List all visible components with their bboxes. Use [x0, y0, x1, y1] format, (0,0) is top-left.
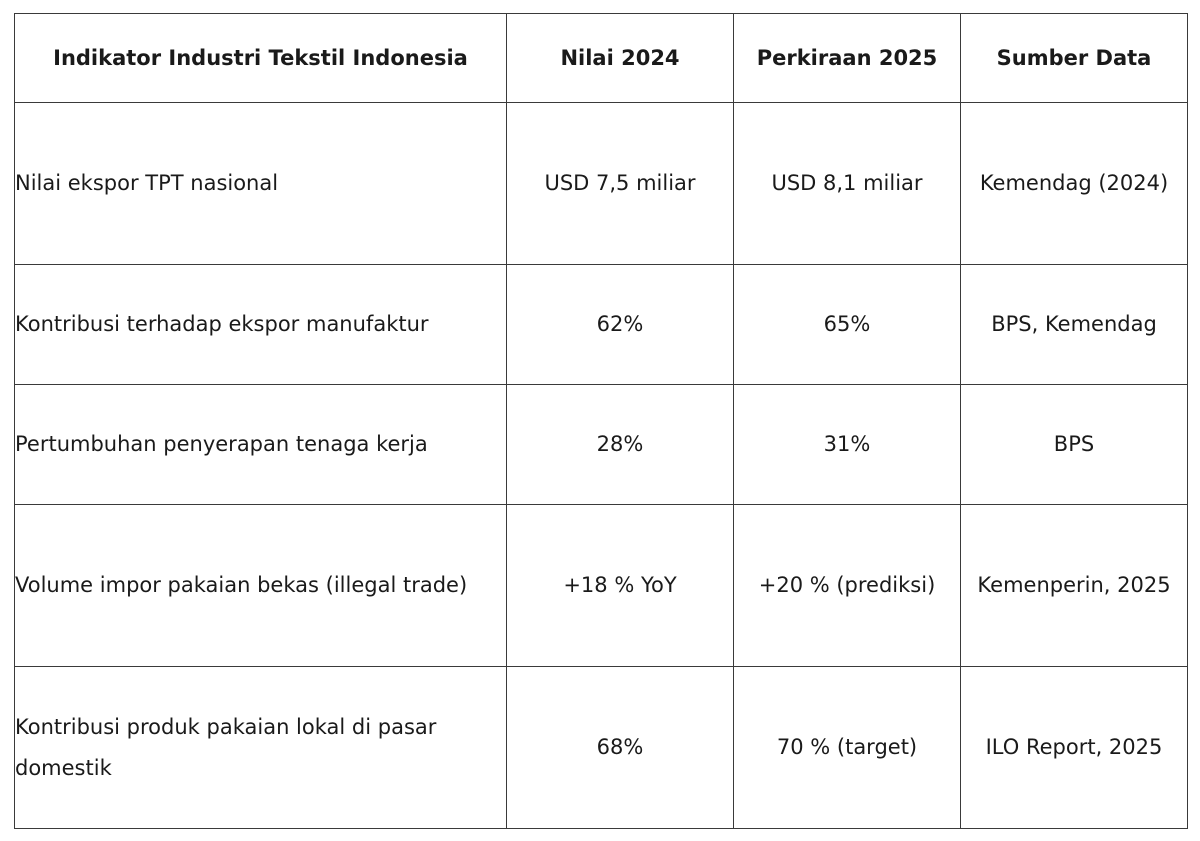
- table-header-row: Indikator Industri Tekstil Indonesia Nil…: [14, 13, 1188, 103]
- source-cell: Kemenperin, 2025: [960, 504, 1188, 667]
- table-row: Kontribusi produk pakaian lokal di pasar…: [14, 666, 1188, 829]
- value-2024-cell: USD 7,5 miliar: [506, 102, 734, 265]
- forecast-2025-cell: 70 % (target): [733, 666, 961, 829]
- forecast-2025-cell: +20 % (prediksi): [733, 504, 961, 667]
- indicator-cell: Volume impor pakaian bekas (illegal trad…: [14, 504, 507, 667]
- value-2024-cell: +18 % YoY: [506, 504, 734, 667]
- header-source: Sumber Data: [960, 13, 1188, 103]
- indicator-cell: Nilai ekspor TPT nasional: [14, 102, 507, 265]
- table-row: Pertumbuhan penyerapan tenaga kerja 28% …: [14, 384, 1188, 505]
- table-row: Kontribusi terhadap ekspor manufaktur 62…: [14, 264, 1188, 385]
- indicator-cell: Kontribusi terhadap ekspor manufaktur: [14, 264, 507, 385]
- forecast-2025-cell: 31%: [733, 384, 961, 505]
- source-cell: ILO Report, 2025: [960, 666, 1188, 829]
- header-indicator: Indikator Industri Tekstil Indonesia: [14, 13, 507, 103]
- forecast-2025-cell: 65%: [733, 264, 961, 385]
- forecast-2025-cell: USD 8,1 miliar: [733, 102, 961, 265]
- value-2024-cell: 68%: [506, 666, 734, 829]
- value-2024-cell: 62%: [506, 264, 734, 385]
- value-2024-cell: 28%: [506, 384, 734, 505]
- source-cell: Kemendag (2024): [960, 102, 1188, 265]
- header-value-2024: Nilai 2024: [506, 13, 734, 103]
- source-cell: BPS, Kemendag: [960, 264, 1188, 385]
- header-forecast-2025: Perkiraan 2025: [733, 13, 961, 103]
- table-row: Nilai ekspor TPT nasional USD 7,5 miliar…: [14, 102, 1188, 265]
- source-cell: BPS: [960, 384, 1188, 505]
- table-row: Volume impor pakaian bekas (illegal trad…: [14, 504, 1188, 667]
- indicator-cell: Kontribusi produk pakaian lokal di pasar…: [14, 666, 507, 829]
- indicator-cell: Pertumbuhan penyerapan tenaga kerja: [14, 384, 507, 505]
- textile-indicators-table: Indikator Industri Tekstil Indonesia Nil…: [14, 13, 1188, 829]
